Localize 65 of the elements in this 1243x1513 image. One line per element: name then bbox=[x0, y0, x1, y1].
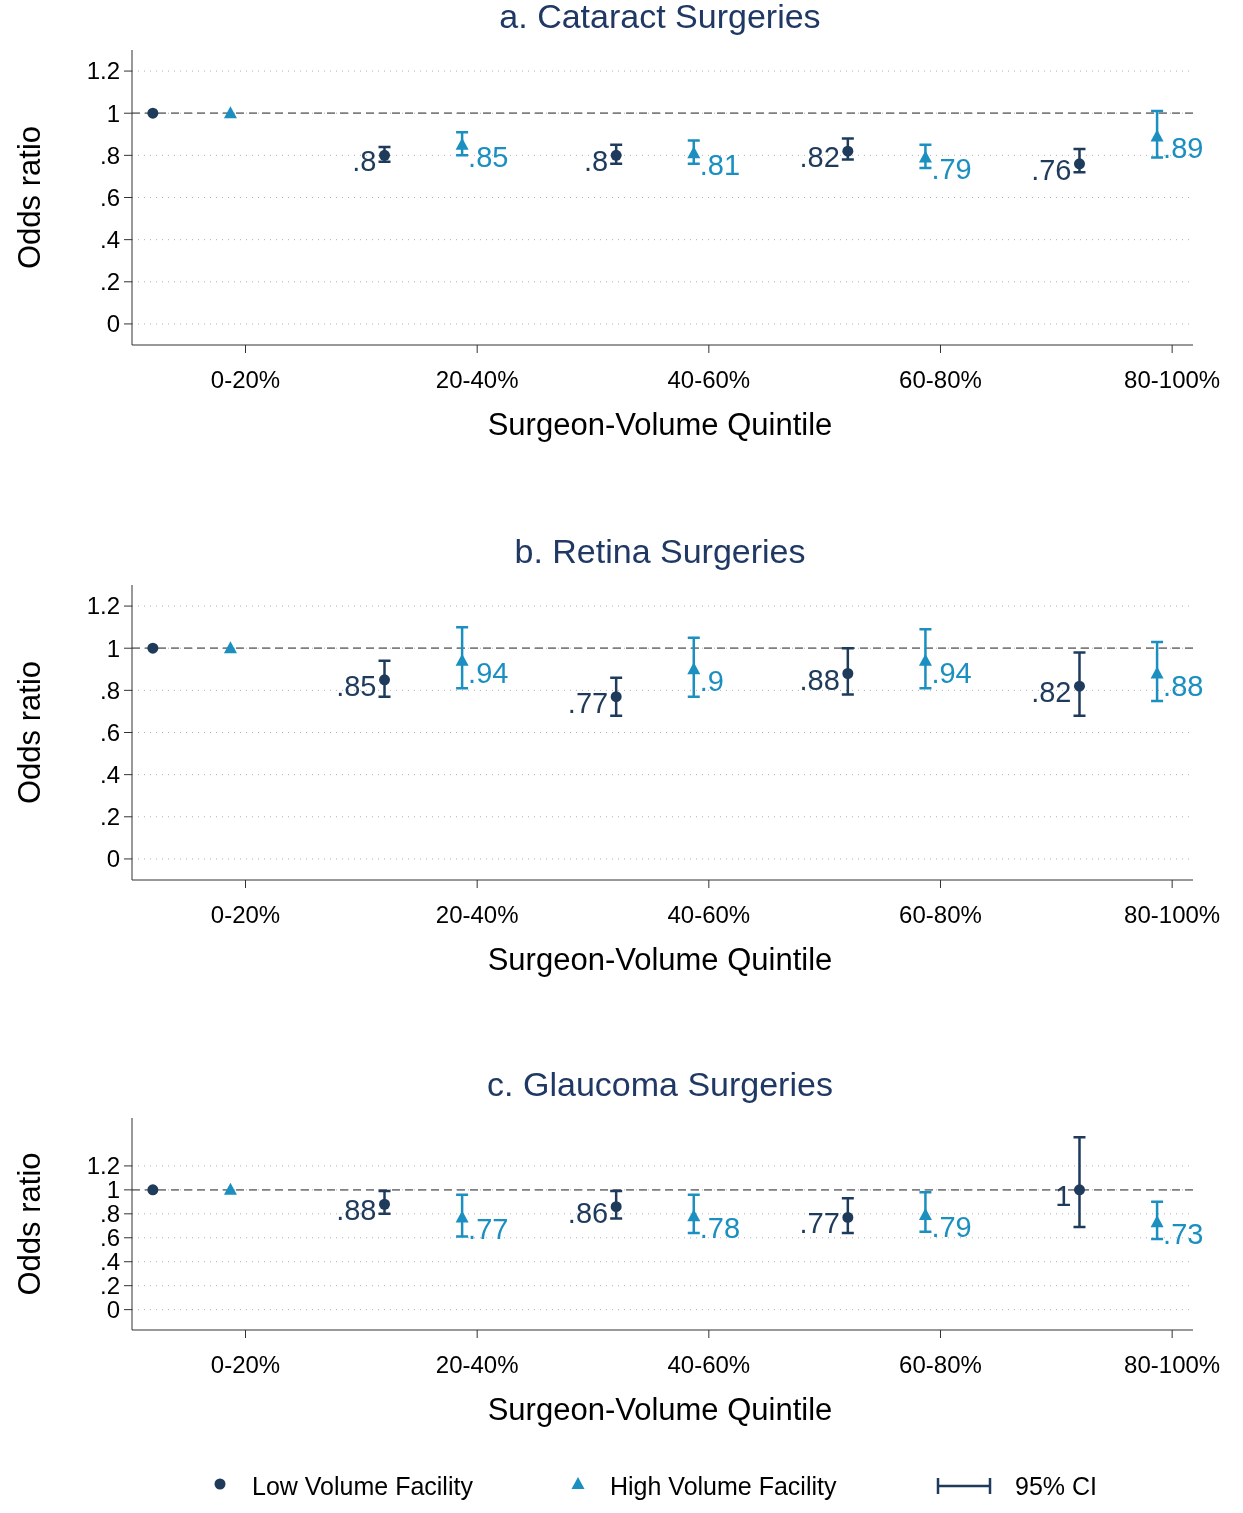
x-tick-label: 20-40% bbox=[435, 1351, 519, 1378]
chart-title: a. Cataract Surgeries bbox=[499, 0, 821, 35]
y-tick-label: 1.2 bbox=[86, 592, 120, 620]
x-axis-title: Surgeon-Volume Quintile bbox=[487, 942, 833, 977]
y-tick-label: .2 bbox=[99, 268, 120, 296]
data-label: .77 bbox=[799, 1207, 840, 1240]
data-label: .85 bbox=[468, 140, 509, 173]
data-label: .73 bbox=[1163, 1218, 1204, 1251]
x-axis-title: Surgeon-Volume Quintile bbox=[487, 1392, 833, 1427]
y-tick-label: .6 bbox=[99, 718, 120, 746]
data-label: .89 bbox=[1163, 132, 1204, 165]
y-tick-label: .2 bbox=[99, 803, 120, 831]
x-tick-label: 40-60% bbox=[667, 901, 751, 928]
data-label: .86 bbox=[567, 1196, 609, 1229]
data-label: .82 bbox=[799, 141, 840, 174]
legend-label: Low Volume Facility bbox=[252, 1472, 474, 1500]
y-axis-title: Odds ratio bbox=[12, 660, 47, 805]
y-tick-label: .8 bbox=[99, 141, 120, 169]
data-label: .94 bbox=[931, 656, 972, 689]
y-tick-label: 1 bbox=[106, 99, 120, 127]
y-tick-label: .8 bbox=[99, 676, 120, 704]
data-label: .79 bbox=[931, 1211, 972, 1244]
x-tick-label: 80-100% bbox=[1124, 1351, 1221, 1378]
x-axis-title: Surgeon-Volume Quintile bbox=[487, 407, 833, 442]
data-label: .88 bbox=[336, 1194, 377, 1227]
data-label: .79 bbox=[931, 153, 972, 186]
x-tick-label: 40-60% bbox=[667, 366, 751, 393]
legend-label: High Volume Facility bbox=[610, 1472, 837, 1500]
y-tick-label: 1 bbox=[106, 634, 120, 662]
x-tick-label: 80-100% bbox=[1124, 901, 1221, 928]
data-label: .77 bbox=[567, 686, 609, 719]
x-tick-label: 0-20% bbox=[210, 366, 281, 393]
x-tick-label: 0-20% bbox=[210, 1351, 281, 1378]
data-label: .88 bbox=[799, 663, 840, 696]
data-label: 1 bbox=[1055, 1179, 1072, 1212]
y-axis-title: Odds ratio bbox=[12, 1152, 47, 1296]
text: 95% CI bbox=[1015, 1472, 1097, 1500]
data-label: .82 bbox=[1031, 676, 1072, 709]
data-label: .85 bbox=[336, 669, 377, 702]
y-tick-label: .4 bbox=[99, 761, 120, 789]
chart-title: c. Glaucoma Surgeries bbox=[487, 1065, 833, 1103]
y-tick-label: 1.2 bbox=[86, 57, 120, 85]
x-tick-label: 40-60% bbox=[667, 1351, 751, 1378]
data-label: .77 bbox=[468, 1213, 509, 1246]
x-tick-label: 60-80% bbox=[899, 366, 982, 393]
data-label: .8 bbox=[352, 145, 377, 178]
data-label: .88 bbox=[1163, 669, 1204, 702]
data-label: .78 bbox=[699, 1212, 741, 1245]
y-tick-label: .6 bbox=[99, 183, 120, 211]
chart-title: b. Retina Surgeries bbox=[514, 532, 806, 570]
data-label: .9 bbox=[699, 665, 724, 698]
x-tick-label: 60-80% bbox=[899, 901, 982, 928]
data-label: .8 bbox=[583, 145, 609, 178]
y-tick-label: .4 bbox=[99, 226, 120, 254]
data-label: .76 bbox=[1031, 153, 1072, 186]
y-tick-label: 0 bbox=[106, 845, 120, 873]
y-axis-title: Odds ratio bbox=[12, 125, 47, 270]
x-tick-label: 20-40% bbox=[435, 901, 519, 928]
x-tick-label: 0-20% bbox=[210, 901, 281, 928]
data-label: .81 bbox=[699, 149, 741, 182]
x-tick-label: 80-100% bbox=[1124, 366, 1221, 393]
x-tick-label: 60-80% bbox=[899, 1351, 982, 1378]
y-tick-label: 0 bbox=[106, 310, 120, 338]
x-tick-label: 20-40% bbox=[435, 366, 519, 393]
data-label: .94 bbox=[468, 656, 509, 689]
